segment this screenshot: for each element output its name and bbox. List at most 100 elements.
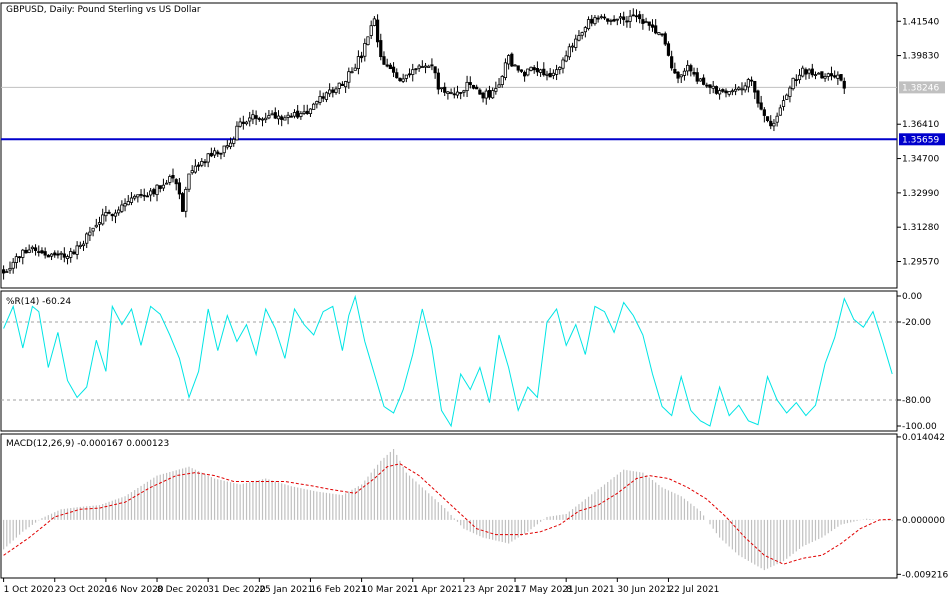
candle[interactable] [152, 187, 156, 197]
candle[interactable] [641, 13, 645, 30]
candle[interactable] [177, 177, 182, 200]
candle[interactable] [756, 89, 760, 108]
candle[interactable] [404, 74, 408, 83]
candle[interactable] [810, 63, 814, 78]
candle[interactable] [839, 74, 843, 82]
candle[interactable] [65, 254, 70, 265]
candle[interactable] [117, 206, 121, 216]
candle[interactable] [676, 71, 680, 84]
candle[interactable] [264, 112, 268, 124]
candle[interactable] [724, 88, 728, 98]
candle[interactable] [350, 67, 354, 74]
candle[interactable] [5, 269, 9, 273]
candle[interactable] [78, 241, 82, 249]
candle[interactable] [289, 113, 293, 118]
candle[interactable] [577, 30, 581, 42]
candle[interactable] [574, 34, 578, 51]
candle[interactable] [126, 195, 130, 206]
candle[interactable] [120, 200, 124, 213]
candle[interactable] [452, 87, 456, 99]
candle[interactable] [503, 58, 508, 81]
candle[interactable] [804, 67, 808, 80]
candle[interactable] [257, 116, 261, 122]
candle[interactable] [302, 104, 306, 116]
candle[interactable] [331, 86, 335, 98]
candle[interactable] [161, 178, 166, 192]
candle[interactable] [225, 140, 229, 150]
candle[interactable] [88, 226, 92, 241]
candle[interactable] [260, 117, 265, 127]
candle[interactable] [487, 85, 492, 100]
candle[interactable] [714, 85, 719, 95]
candle[interactable] [107, 209, 111, 215]
candle[interactable] [94, 218, 98, 229]
candle[interactable] [670, 50, 674, 71]
candle[interactable] [203, 159, 207, 167]
candle[interactable] [174, 178, 178, 191]
candle[interactable] [318, 90, 322, 106]
candle[interactable] [439, 87, 444, 93]
candle[interactable] [136, 194, 140, 203]
candle[interactable] [446, 91, 450, 100]
candle[interactable] [110, 213, 114, 222]
candle[interactable] [513, 63, 517, 67]
candle[interactable] [235, 121, 239, 141]
candle[interactable] [417, 64, 421, 72]
candle[interactable] [123, 198, 127, 212]
candle[interactable] [363, 38, 367, 62]
candle[interactable] [551, 69, 555, 80]
candle[interactable] [372, 16, 376, 27]
candle[interactable] [615, 18, 619, 26]
candle[interactable] [558, 66, 562, 75]
candle[interactable] [778, 104, 782, 116]
candle[interactable] [193, 159, 197, 174]
candle[interactable] [801, 65, 805, 78]
candle[interactable] [500, 75, 504, 88]
candle[interactable] [679, 74, 683, 84]
candle[interactable] [465, 75, 469, 98]
candle[interactable] [570, 42, 575, 53]
candle[interactable] [222, 145, 226, 158]
candle[interactable] [113, 209, 118, 224]
candle[interactable] [27, 244, 31, 254]
candle[interactable] [359, 51, 364, 63]
candle[interactable] [53, 250, 57, 258]
williams-r-line[interactable] [3, 294, 893, 428]
candle[interactable] [657, 32, 661, 36]
candle[interactable] [356, 50, 361, 75]
candle[interactable] [369, 20, 373, 39]
candle[interactable] [602, 13, 607, 21]
candle[interactable] [344, 80, 348, 93]
candle[interactable] [133, 194, 137, 201]
candle[interactable] [535, 61, 540, 77]
candle[interactable] [244, 120, 249, 126]
candle[interactable] [401, 73, 405, 84]
candle[interactable] [11, 258, 15, 274]
candle[interactable] [730, 88, 734, 96]
candle[interactable] [599, 14, 603, 20]
candle[interactable] [101, 208, 105, 226]
candle[interactable] [820, 71, 824, 79]
candle[interactable] [254, 110, 258, 126]
candle[interactable] [497, 78, 501, 88]
candle[interactable] [324, 91, 329, 103]
candle[interactable] [62, 247, 66, 263]
candle[interactable] [251, 109, 255, 125]
candle[interactable] [411, 63, 415, 82]
candle[interactable] [56, 250, 60, 259]
candle[interactable] [807, 68, 811, 79]
candle[interactable] [673, 62, 677, 75]
candle[interactable] [813, 71, 818, 80]
candle[interactable] [241, 115, 245, 130]
candle[interactable] [420, 60, 424, 69]
candle[interactable] [155, 184, 159, 202]
candle[interactable] [817, 72, 821, 75]
candle[interactable] [385, 58, 389, 68]
candle[interactable] [772, 119, 776, 132]
candle[interactable] [593, 14, 597, 26]
candle[interactable] [733, 84, 738, 96]
candle[interactable] [596, 15, 600, 23]
candle[interactable] [91, 227, 95, 237]
candle[interactable] [299, 111, 303, 120]
